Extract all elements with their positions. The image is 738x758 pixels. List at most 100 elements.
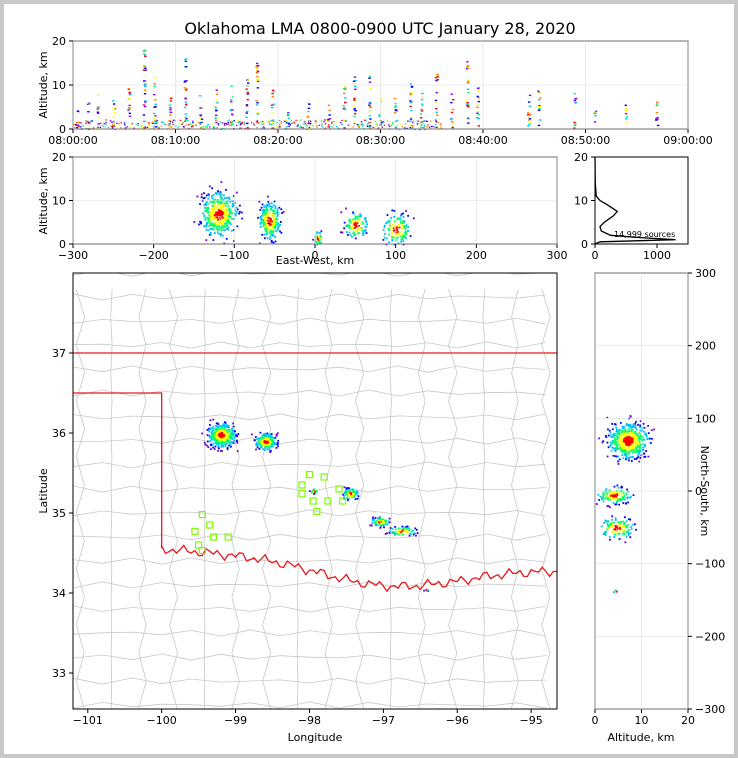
y-tick-label: 20	[52, 35, 66, 48]
time-source	[332, 124, 335, 126]
time-source	[291, 122, 293, 124]
time-source	[116, 122, 118, 124]
time-source	[360, 121, 363, 123]
time-source	[216, 127, 218, 129]
y-tick-label: 34	[52, 587, 66, 600]
time-source	[278, 120, 281, 122]
y-tick-label: 200	[695, 340, 716, 353]
ns-altitude-panel: 0 10 20−300 −200 −100 0 100 200 300 Altitude, km…	[592, 267, 726, 744]
time-source	[171, 121, 174, 123]
time-source	[225, 122, 227, 125]
time-source-column	[214, 89, 219, 124]
y-tick-label: 10	[52, 79, 66, 92]
time-source	[323, 121, 325, 123]
lma-station-marker	[320, 473, 328, 481]
time-source	[75, 124, 77, 126]
time-source	[386, 120, 389, 122]
ew-altitude-xlabel: East-West, km	[276, 254, 354, 267]
time-source	[205, 126, 208, 128]
time-source	[358, 126, 361, 129]
time-source	[320, 120, 323, 122]
time-source	[231, 122, 233, 124]
time-source	[388, 125, 391, 127]
time-source	[270, 123, 273, 126]
time-source	[324, 127, 326, 129]
time-source	[153, 126, 155, 128]
time-source	[278, 123, 281, 125]
time-source	[288, 125, 291, 128]
plan-source-cluster	[423, 588, 429, 592]
time-source	[213, 127, 215, 129]
time-source	[103, 123, 106, 125]
time-source	[440, 125, 442, 127]
y-tick-label: 35	[52, 507, 66, 520]
time-source	[404, 123, 407, 125]
time-source	[423, 125, 426, 127]
time-source	[114, 125, 117, 127]
time-source	[217, 126, 220, 128]
x-tick-label: 10	[635, 714, 649, 727]
time-source	[341, 123, 343, 125]
time-source	[179, 119, 182, 121]
time-source	[272, 119, 274, 121]
time-source-column	[368, 75, 373, 129]
time-source-column	[434, 73, 440, 129]
time-source	[396, 119, 399, 121]
lma-station-marker	[298, 481, 306, 489]
time-source	[360, 123, 363, 125]
time-source	[359, 124, 361, 126]
x-tick-label: −97	[372, 714, 395, 727]
time-source	[300, 119, 302, 121]
time-source	[353, 123, 356, 125]
time-source	[341, 124, 343, 126]
time-altitude-sources	[73, 49, 660, 131]
time-source	[383, 126, 385, 128]
time-source	[204, 126, 207, 128]
time-source	[416, 120, 419, 122]
time-source	[206, 126, 208, 128]
time-source	[215, 119, 217, 121]
lma-figure: Oklahoma LMA 0800-0900 UTC January 28, 2…	[37, 19, 726, 744]
figure-title: Oklahoma LMA 0800-0900 UTC January 28, 2…	[184, 19, 575, 38]
time-source-column	[152, 77, 158, 128]
time-source	[185, 124, 187, 126]
time-source	[257, 122, 260, 124]
time-source	[235, 124, 238, 127]
time-source	[261, 122, 264, 124]
time-source	[184, 120, 186, 122]
time-source	[239, 127, 241, 129]
time-source	[157, 127, 160, 129]
time-source	[347, 124, 350, 126]
time-source	[227, 122, 229, 124]
time-source	[247, 127, 249, 129]
time-source-column	[229, 85, 234, 127]
time-source	[118, 123, 120, 125]
time-source	[276, 126, 278, 128]
time-source-column	[655, 101, 660, 127]
time-source	[289, 124, 291, 126]
sources-count-annotation: 14,999 sources	[614, 230, 675, 239]
lma-station-marker	[191, 527, 199, 536]
time-source	[256, 120, 259, 122]
time-source	[435, 123, 437, 126]
time-source-column	[86, 102, 91, 127]
oklahoma-border	[73, 392, 557, 593]
y-tick-label: 0	[59, 123, 66, 136]
time-source	[440, 126, 442, 128]
time-source	[102, 122, 104, 124]
time-source	[189, 123, 192, 125]
time-source	[149, 123, 151, 125]
time-source	[192, 122, 194, 124]
time-source	[205, 125, 208, 127]
time-source	[147, 123, 149, 125]
time-source	[109, 120, 112, 122]
time-source	[124, 124, 126, 127]
time-source	[144, 120, 147, 122]
x-tick-label: 08:20:00	[253, 134, 302, 147]
time-source	[305, 124, 308, 126]
time-source	[331, 126, 334, 128]
time-source	[156, 122, 159, 124]
time-source	[263, 127, 265, 129]
time-source	[297, 124, 299, 126]
time-source	[160, 125, 163, 127]
